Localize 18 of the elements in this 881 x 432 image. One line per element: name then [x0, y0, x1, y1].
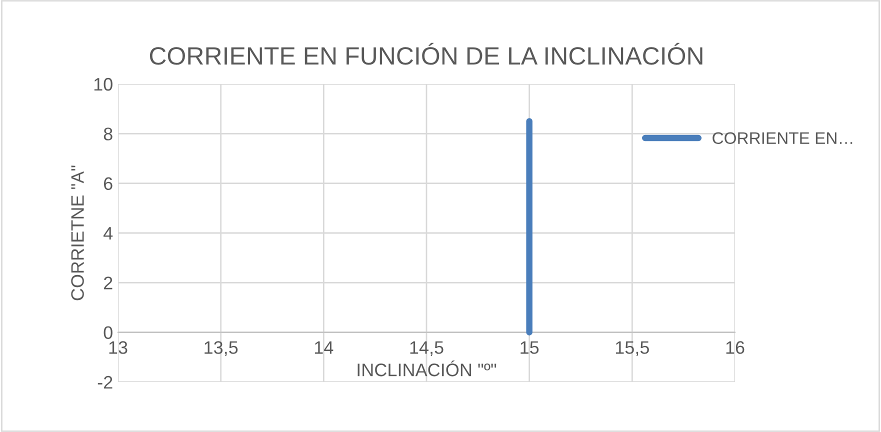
y-axis-title: CORRIETNE "A"	[71, 166, 84, 300]
y-tick-label: 2	[104, 276, 112, 290]
y-tick-label: 10	[94, 78, 112, 91]
x-tick-label: 15	[520, 341, 539, 354]
x-tick-label: 14,5	[410, 341, 444, 356]
y-tick-label: 6	[104, 177, 112, 190]
x-tick-label: 14	[315, 341, 334, 354]
x-tick-label: 13,5	[204, 341, 238, 356]
x-tick-label: 13	[109, 341, 128, 354]
x-tick-label: 15,5	[616, 341, 649, 356]
legend-label: CORRIENTE EN…	[712, 132, 852, 144]
y-tick-label: 0	[104, 326, 112, 340]
chart-title: CORRIENTE EN FUNCIÓN DE LA INCLINACIÓN	[150, 42, 702, 65]
y-tick-label: 4	[104, 227, 113, 240]
x-axis-title: INCLINACIÓN "º"	[358, 360, 496, 376]
y-tick-label: 8	[104, 128, 112, 140]
x-tick-label: 16	[726, 341, 744, 354]
y-tick-label: -2	[98, 376, 112, 389]
